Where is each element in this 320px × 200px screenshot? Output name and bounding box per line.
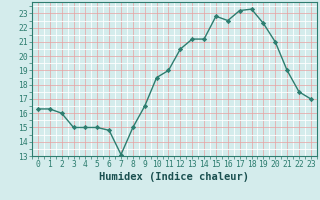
X-axis label: Humidex (Indice chaleur): Humidex (Indice chaleur) [100, 172, 249, 182]
